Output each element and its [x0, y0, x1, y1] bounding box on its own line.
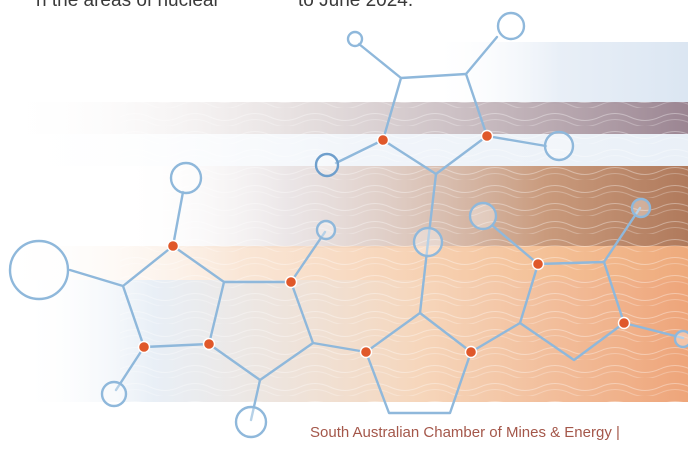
body-text-fragment-right: to June 2024. — [298, 0, 414, 11]
background-bands — [0, 42, 688, 402]
molecule-bonds — [68, 35, 685, 422]
footer-organisation: South Australian Chamber of Mines & Ener… — [310, 424, 620, 441]
molecule-filled-atoms — [137, 129, 631, 359]
molecule-hollow-atoms — [8, 11, 688, 439]
body-text-fragment-left: n the areas of nuclear — [36, 0, 220, 11]
